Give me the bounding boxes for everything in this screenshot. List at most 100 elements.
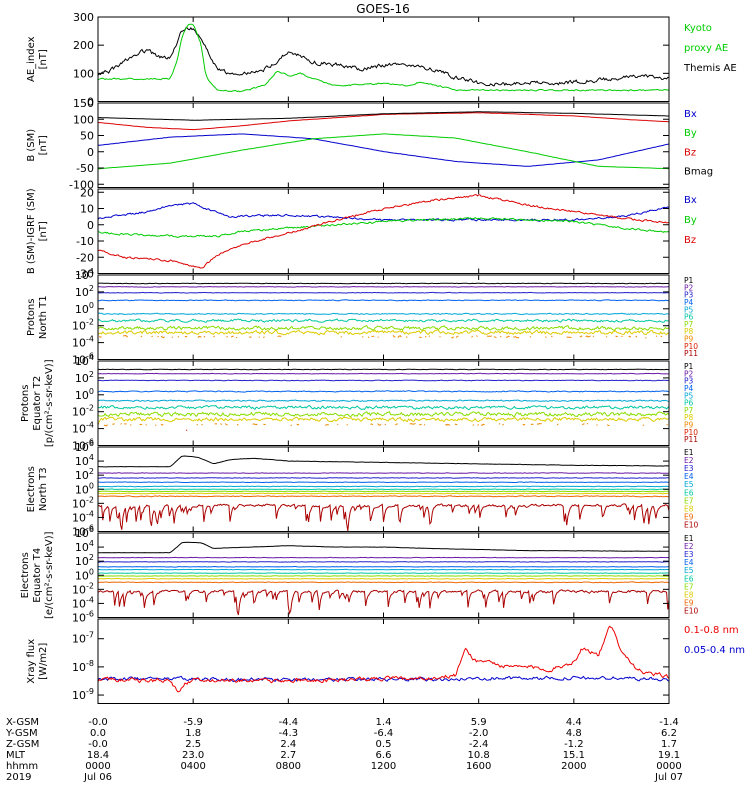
- x-axis-value: 18.4: [87, 750, 109, 761]
- series-line-e1: [98, 541, 670, 554]
- legend-item: E8: [684, 590, 694, 599]
- x-axis-value: 15.1: [563, 750, 585, 761]
- x-axis-row-label: X-GSM: [6, 717, 39, 728]
- x-axis-value: 0000: [85, 761, 110, 772]
- series-line-p6: [97, 318, 669, 323]
- panel-frame: [97, 274, 670, 360]
- series-line-e2: [98, 556, 670, 559]
- x-axis-value: -2.4: [469, 739, 489, 750]
- legend-item: P6: [684, 313, 694, 322]
- legend-item: Kyoto: [684, 23, 712, 34]
- y-tick-label: 104: [75, 539, 94, 554]
- y-tick-label: 0: [87, 219, 94, 232]
- y-tick-label: 102: [75, 370, 94, 385]
- y-tick-label: 300: [73, 11, 94, 24]
- series-line-e9: [97, 581, 670, 584]
- y-tick-label: 100: [75, 567, 94, 582]
- series-line-0-1-0-8-nm: [97, 625, 670, 693]
- series-line-p9: [97, 422, 668, 427]
- x-axis-value: -0.0: [88, 739, 108, 750]
- x-axis-value: -2.0: [469, 728, 489, 739]
- x-axis-table: X-GSMY-GSMZ-GSMMLThhmm2019-0.00.0-0.018.…: [5, 717, 683, 783]
- panel-frame: [97, 618, 670, 704]
- series-line-p4: [97, 299, 670, 302]
- series-line-p4: [97, 390, 670, 393]
- legend-item: E6: [684, 574, 694, 583]
- series-line-p8: [97, 329, 670, 336]
- x-axis-value: 0.5: [376, 739, 392, 750]
- y-tick-label: 10-6: [72, 352, 94, 367]
- panel-3: -30 -20 -10 0 10 20 B (SM)-IGRF (SM) [nT] Bx By Bz: [26, 186, 697, 280]
- series-line-e8: [97, 577, 670, 580]
- series-line-by: [97, 217, 670, 238]
- panel-frame: [97, 188, 670, 274]
- x-axis-value: 1.4: [376, 717, 392, 728]
- series-line-e8: [97, 492, 669, 495]
- x-axis-value: -0.0: [88, 717, 108, 728]
- x-axis-value: 0800: [276, 761, 301, 772]
- legend-item: P7: [684, 406, 694, 415]
- panel-frame: [97, 532, 670, 618]
- y-tick-label: 10-6: [72, 610, 94, 625]
- x-axis-row-label: 2019: [6, 772, 31, 783]
- legend-item: P4: [684, 384, 694, 393]
- y-axis-label: [nT]: [38, 221, 49, 241]
- legend-item: E7: [684, 496, 694, 505]
- legend-item: Bmag: [684, 166, 713, 177]
- series-line-e4: [98, 565, 670, 568]
- y-tick-label: 50: [80, 130, 94, 143]
- x-axis-value: 0400: [180, 761, 205, 772]
- series-line-p5: [97, 399, 670, 402]
- legend-item: P2: [684, 283, 694, 292]
- y-axis-label: Protons: [26, 299, 37, 336]
- y-axis-label: Electrons: [26, 466, 37, 512]
- series-line-e6: [97, 572, 670, 574]
- y-tick-label: 0: [87, 96, 94, 109]
- legend-item: P1: [684, 276, 694, 285]
- y-tick-label: 10-2: [72, 318, 94, 333]
- legend-item: Themis AE: [683, 63, 737, 74]
- y-tick-label: 10-8: [72, 659, 94, 674]
- series-line-p9: [99, 335, 664, 338]
- y-tick-label: 106: [75, 525, 94, 540]
- x-axis-value: 1200: [371, 761, 396, 772]
- y-axis-label: North T3: [38, 467, 49, 511]
- y-tick-label: 100: [73, 113, 94, 126]
- y-tick-label: -50: [76, 162, 94, 175]
- x-axis-value: 5.9: [471, 717, 487, 728]
- y-tick-label: 150: [73, 97, 94, 110]
- y-tick-label: 0: [87, 146, 94, 159]
- legend-item: E5: [684, 480, 694, 489]
- legend-item: P1: [684, 362, 694, 371]
- legend-item: P11: [684, 435, 698, 444]
- legend-item: By: [684, 215, 697, 226]
- series-line-e1: [98, 455, 669, 468]
- y-tick-label: 104: [75, 353, 94, 368]
- x-axis-value: -1.2: [564, 739, 584, 750]
- y-tick-label: 10-4: [72, 595, 94, 610]
- legend-item: P11: [684, 349, 698, 358]
- legend-item: P9: [684, 421, 694, 430]
- y-tick-label: 200: [73, 39, 94, 52]
- legend-item: Bx: [684, 109, 697, 120]
- legend-item: P10: [684, 342, 698, 351]
- y-axis-label: [p/(cm²-s-sr-keV)]: [44, 359, 55, 447]
- x-axis-value: 1.8: [185, 728, 201, 739]
- series-line-p3: [97, 291, 669, 294]
- y-tick-label: 10-4: [72, 335, 94, 350]
- series-line-e7: [97, 490, 670, 493]
- x-axis-value: 1600: [466, 761, 491, 772]
- legend-item: P5: [684, 391, 694, 400]
- series-line-e3: [98, 561, 670, 563]
- legend-item: E7: [684, 582, 694, 591]
- panel-5: 10-6 10-4 10-2 100 102 104 Protons Equator T2 [p…: [20, 353, 698, 453]
- legend-item: P8: [684, 327, 694, 336]
- panel-frame: [97, 16, 670, 102]
- y-tick-label: -100: [69, 178, 94, 191]
- series-line-e6: [97, 488, 669, 491]
- panel-4: 10-6 10-4 10-2 100 102 104 Protons North T1 P1P2…: [26, 267, 698, 367]
- legend-item: Bx: [684, 195, 697, 206]
- y-axis-label: [nT]: [38, 49, 49, 69]
- y-axis-label: [nT]: [38, 135, 49, 155]
